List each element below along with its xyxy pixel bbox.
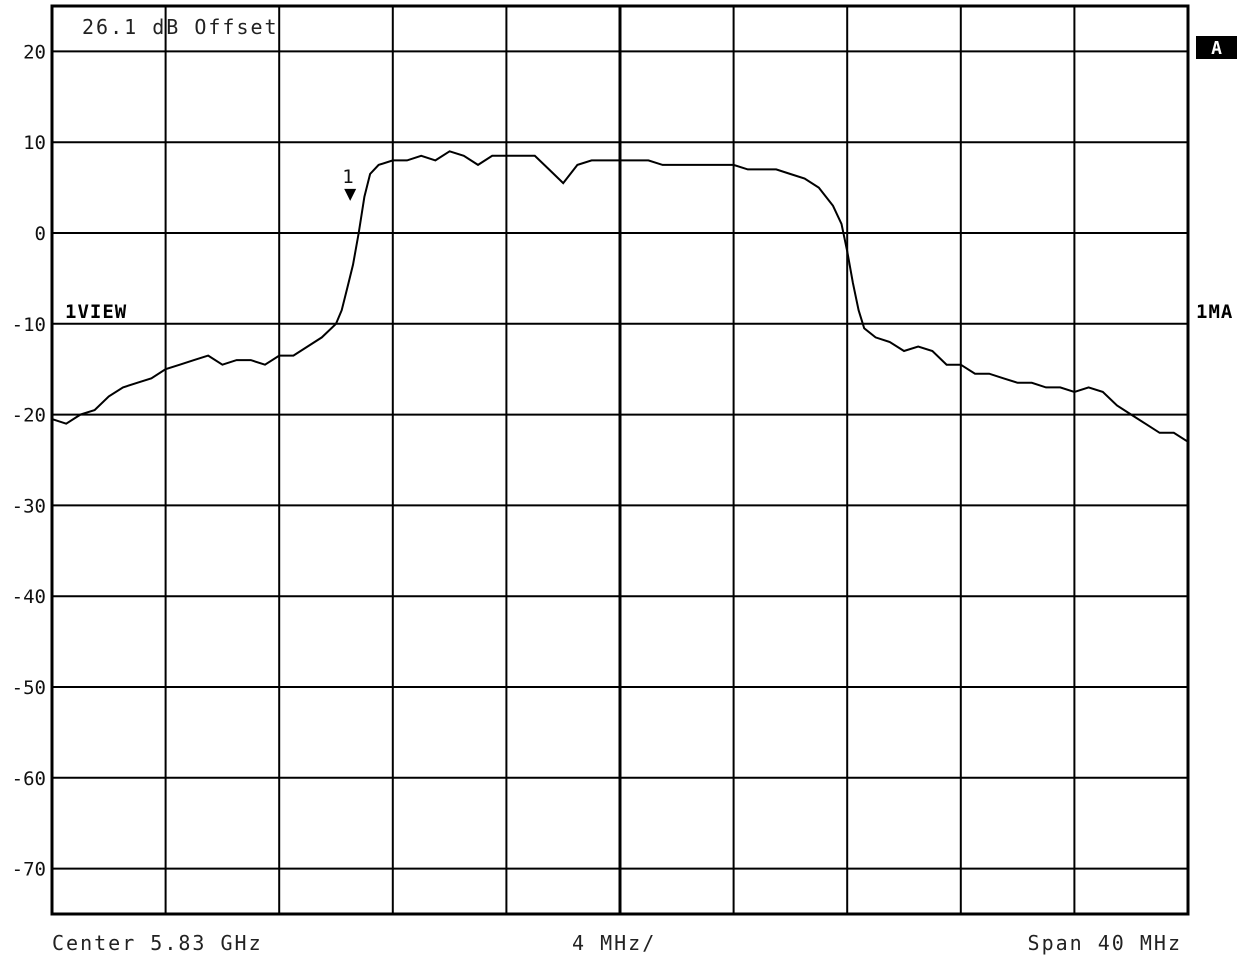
y-tick-label: -20 — [12, 405, 46, 427]
center-frequency: Center 5.83 GHz — [52, 931, 263, 955]
y-tick-label: -40 — [12, 586, 46, 608]
trace-a-badge-label: A — [1211, 38, 1222, 59]
y-tick-label: -60 — [12, 768, 46, 790]
y-tick-label: 10 — [23, 132, 46, 154]
marker-1: 1 — [342, 166, 357, 201]
offset-annotation: 26.1 dB Offset — [82, 15, 279, 39]
y-tick-labels: 20 10 0 -10 -20 -30 -40 -50 -60 -70 — [12, 41, 46, 880]
y-tick-label: -10 — [12, 314, 46, 336]
max-hold-label: 1MA — [1196, 301, 1233, 323]
frequency-per-division: 4 MHz/ — [572, 931, 656, 955]
trace-a-badge — [1196, 36, 1237, 59]
y-tick-label: -30 — [12, 495, 46, 517]
y-tick-label: -70 — [12, 859, 46, 881]
y-tick-label: 0 — [35, 223, 46, 245]
spectrum-trace — [51, 150, 1189, 443]
y-tick-label: -50 — [12, 677, 46, 699]
y-tick-label: 20 — [23, 41, 46, 63]
marker-triangle — [344, 188, 357, 201]
grid-lines — [52, 6, 1188, 914]
view-label: 1VIEW — [65, 301, 127, 323]
marker-label: 1 — [342, 166, 353, 188]
plot-frame — [50, 4, 1190, 916]
frequency-span: Span 40 MHz — [1028, 931, 1182, 955]
